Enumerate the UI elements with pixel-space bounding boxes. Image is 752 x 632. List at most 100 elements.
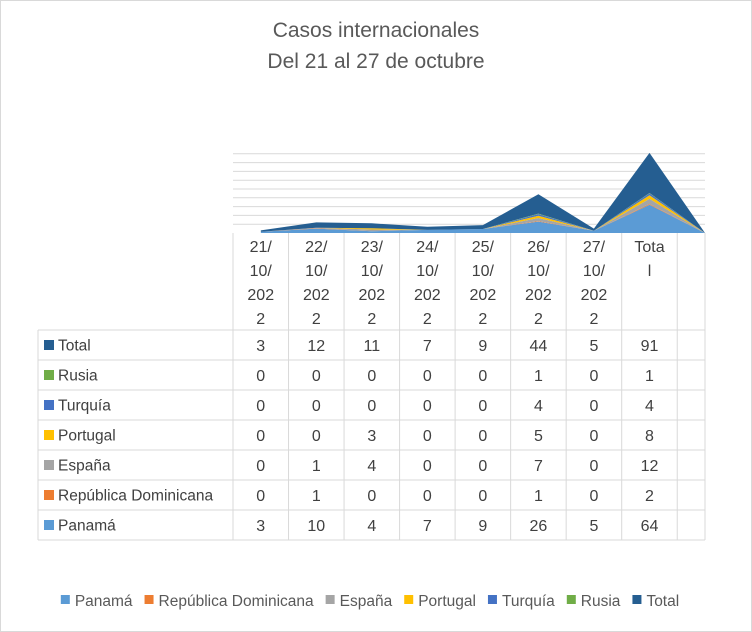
cell-value: 0 [423, 488, 432, 505]
data-table: 21/10/202 2 22/10/202 2 23/10/202 2 24/10/202 2… [37, 233, 706, 541]
legend-key-total [44, 340, 54, 350]
legend-label-panama: Panamá [75, 593, 133, 610]
cell-value: 0 [478, 428, 487, 445]
cell-value: 4 [645, 398, 654, 415]
table-header-5: 25/10/202 2 [470, 239, 497, 328]
legend-key-turquia [44, 400, 54, 410]
table-header-8: Tota l [634, 239, 664, 280]
row-label-total: Total [58, 338, 91, 355]
cell-value: 5 [589, 338, 598, 355]
row-label-republica-dominicana: República Dominicana [58, 488, 213, 505]
row-label-portugal: Portugal [58, 428, 116, 445]
cell-value: 0 [256, 398, 265, 415]
cell-value: 3 [367, 428, 376, 445]
cell-value: 4 [367, 458, 376, 475]
legend: Panamá República Dominicana España Portugal… [60, 593, 679, 610]
cell-value: 0 [367, 398, 376, 415]
chart-subtitle: Del 21 al 27 de octubre [267, 50, 485, 73]
row-label-espana: España [58, 458, 111, 475]
cell-value: 0 [478, 488, 487, 505]
cell-value: 0 [589, 458, 598, 475]
cell-value: 0 [367, 368, 376, 385]
cell-value: 0 [312, 428, 321, 445]
cell-value: 1 [534, 488, 543, 505]
legend-swatch-turquia [487, 595, 497, 604]
legend-key-portugal [44, 430, 54, 440]
cell-value: 0 [423, 368, 432, 385]
cell-value: 3 [256, 518, 265, 535]
cell-value: 0 [589, 428, 598, 445]
cell-value: 0 [423, 458, 432, 475]
cell-value: 0 [423, 428, 432, 445]
cell-value: 3 [256, 338, 265, 355]
cell-value: 91 [641, 338, 659, 355]
area-panama [260, 204, 705, 233]
cell-value: 0 [256, 488, 265, 505]
cell-value: 5 [589, 518, 598, 535]
chart-title: Casos internacionales [272, 19, 480, 42]
cell-value: 1 [312, 488, 321, 505]
cell-value: 0 [256, 368, 265, 385]
row-label-rusia: Rusia [58, 368, 98, 385]
cell-value: 4 [534, 398, 543, 415]
cell-value: 0 [312, 398, 321, 415]
legend-swatch-rusia [566, 595, 576, 604]
cell-value: 9 [478, 518, 487, 535]
cell-value: 0 [367, 488, 376, 505]
cell-value: 12 [641, 458, 659, 475]
area-total [260, 152, 705, 233]
legend-swatch-espana [325, 595, 335, 604]
table-header-3: 23/10/202 2 [358, 239, 385, 328]
plot-areas [260, 152, 705, 233]
cell-value: 0 [478, 458, 487, 475]
cell-value: 7 [534, 458, 543, 475]
cell-value: 10 [307, 518, 325, 535]
cell-value: 0 [423, 398, 432, 415]
cell-value: 44 [530, 338, 548, 355]
cell-value: 64 [641, 518, 659, 535]
cell-value: 0 [312, 368, 321, 385]
cell-value: 1 [312, 458, 321, 475]
cell-value: 0 [478, 398, 487, 415]
legend-swatch-portugal [404, 595, 414, 604]
cell-value: 2 [645, 488, 654, 505]
legend-label-republica-dominicana: República Dominicana [159, 593, 314, 610]
cell-value: 0 [478, 368, 487, 385]
cell-value: 1 [534, 368, 543, 385]
table-header-7: 27/10/202 2 [581, 239, 608, 328]
table-header-6: 26/10/202 2 [525, 239, 552, 328]
cell-value: 7 [423, 338, 432, 355]
table-header-1: 21/10/202 2 [247, 239, 274, 328]
legend-label-turquia: Turquía [502, 593, 555, 610]
legend-label-espana: España [340, 593, 393, 610]
legend-key-panama [44, 520, 54, 530]
cell-value: 11 [364, 338, 381, 355]
legend-swatch-panama [60, 595, 70, 604]
legend-key-espana [44, 460, 54, 470]
cell-value: 12 [307, 338, 325, 355]
cell-value: 1 [645, 368, 654, 385]
table-header-2: 22/10/202 2 [303, 239, 330, 328]
cell-value: 0 [256, 428, 265, 445]
cell-value: 26 [530, 518, 548, 535]
cell-value: 4 [367, 518, 376, 535]
cell-value: 5 [534, 428, 543, 445]
legend-swatch-republica-dominicana [144, 595, 154, 604]
legend-swatch-total [632, 595, 642, 604]
legend-label-portugal: Portugal [418, 593, 476, 610]
legend-key-rusia [44, 370, 54, 380]
cell-value: 0 [256, 458, 265, 475]
cell-value: 7 [423, 518, 432, 535]
legend-label-total: Total [646, 593, 679, 610]
cell-value: 0 [589, 368, 598, 385]
table-header-4: 24/10/202 2 [414, 239, 441, 328]
legend-key-republica-dominicana [44, 490, 54, 500]
cell-value: 8 [645, 428, 654, 445]
row-label-turquia: Turquía [58, 398, 111, 415]
legend-label-rusia: Rusia [581, 593, 621, 610]
cell-value: 0 [589, 398, 598, 415]
row-label-panama: Panamá [58, 518, 116, 535]
cell-value: 9 [478, 338, 487, 355]
